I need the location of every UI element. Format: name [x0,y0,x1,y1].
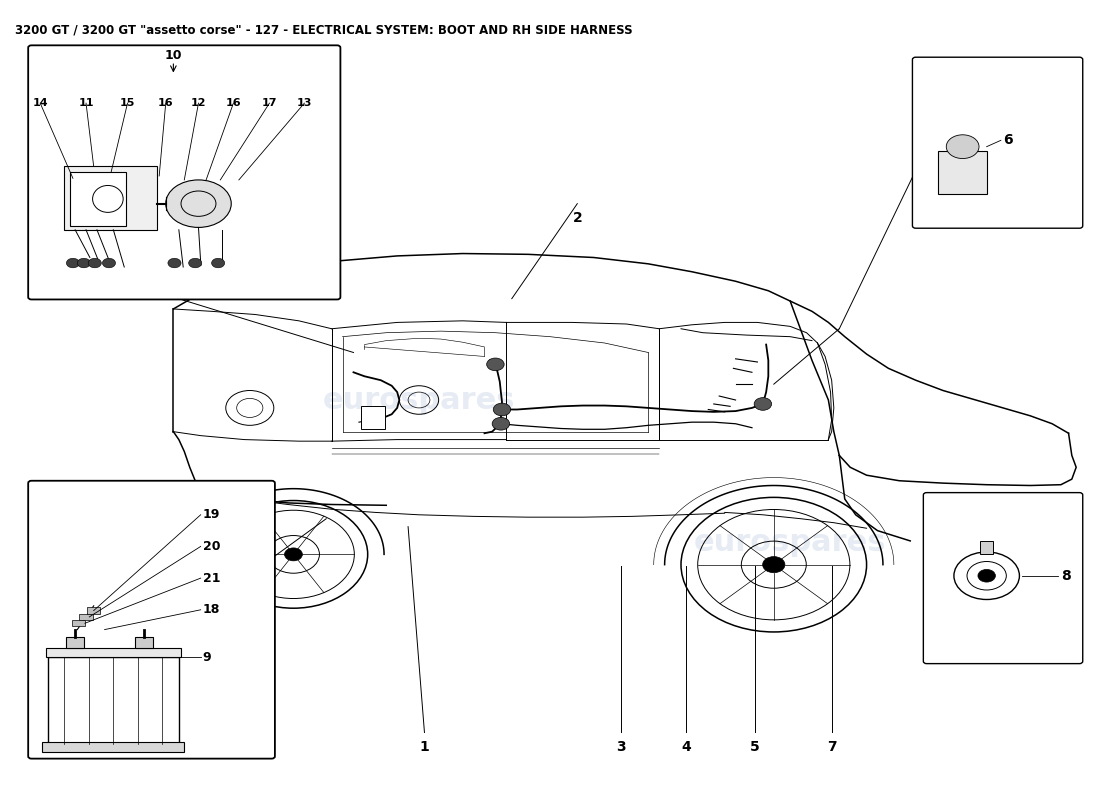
Circle shape [77,258,90,268]
Circle shape [493,403,510,416]
Text: 15: 15 [120,98,135,108]
Text: 21: 21 [202,572,220,585]
Text: 1: 1 [419,740,429,754]
Bar [79,614,92,620]
Bar [135,637,153,648]
Circle shape [762,557,785,573]
Text: 3: 3 [616,740,626,754]
Circle shape [755,398,771,410]
Circle shape [486,358,504,370]
FancyBboxPatch shape [923,493,1082,664]
Bar [937,150,987,194]
Bar [47,658,179,744]
Text: 16: 16 [158,98,174,108]
Text: 5: 5 [750,740,760,754]
Text: 9: 9 [202,650,211,664]
FancyBboxPatch shape [29,46,340,299]
Circle shape [66,258,79,268]
Bar [43,742,185,752]
Text: 17: 17 [262,98,277,108]
Text: eurospares: eurospares [322,386,515,414]
Circle shape [102,258,116,268]
Bar [361,406,385,429]
Bar [66,637,84,648]
Bar [72,620,85,626]
Text: 6: 6 [1003,134,1013,147]
Text: 19: 19 [202,508,220,522]
Text: 12: 12 [190,98,206,108]
FancyBboxPatch shape [29,481,275,758]
Text: 4: 4 [682,740,691,754]
Text: 2: 2 [572,211,582,225]
Circle shape [166,180,231,227]
Circle shape [189,258,201,268]
Text: 20: 20 [202,540,220,553]
Text: 3200 GT / 3200 GT "assetto corse" - 127 - ELECTRICAL SYSTEM: BOOT AND RH SIDE HA: 3200 GT / 3200 GT "assetto corse" - 127 … [15,24,632,37]
Circle shape [168,258,182,268]
Bar [45,648,182,658]
Text: 18: 18 [202,603,220,616]
Circle shape [285,548,303,561]
Bar [87,607,100,614]
Text: 14: 14 [32,98,48,108]
Text: 16: 16 [226,98,241,108]
FancyBboxPatch shape [912,58,1082,228]
Text: 10: 10 [165,49,183,62]
Circle shape [492,418,509,430]
Text: 7: 7 [827,740,836,754]
Text: 8: 8 [1060,569,1070,582]
Text: 13: 13 [297,98,312,108]
Bar [69,172,126,226]
Circle shape [211,258,224,268]
Bar [980,541,993,554]
Bar [64,166,157,230]
Text: eurospares: eurospares [694,528,887,557]
Text: 11: 11 [78,98,94,108]
Circle shape [978,570,996,582]
Circle shape [946,134,979,158]
Circle shape [88,258,101,268]
